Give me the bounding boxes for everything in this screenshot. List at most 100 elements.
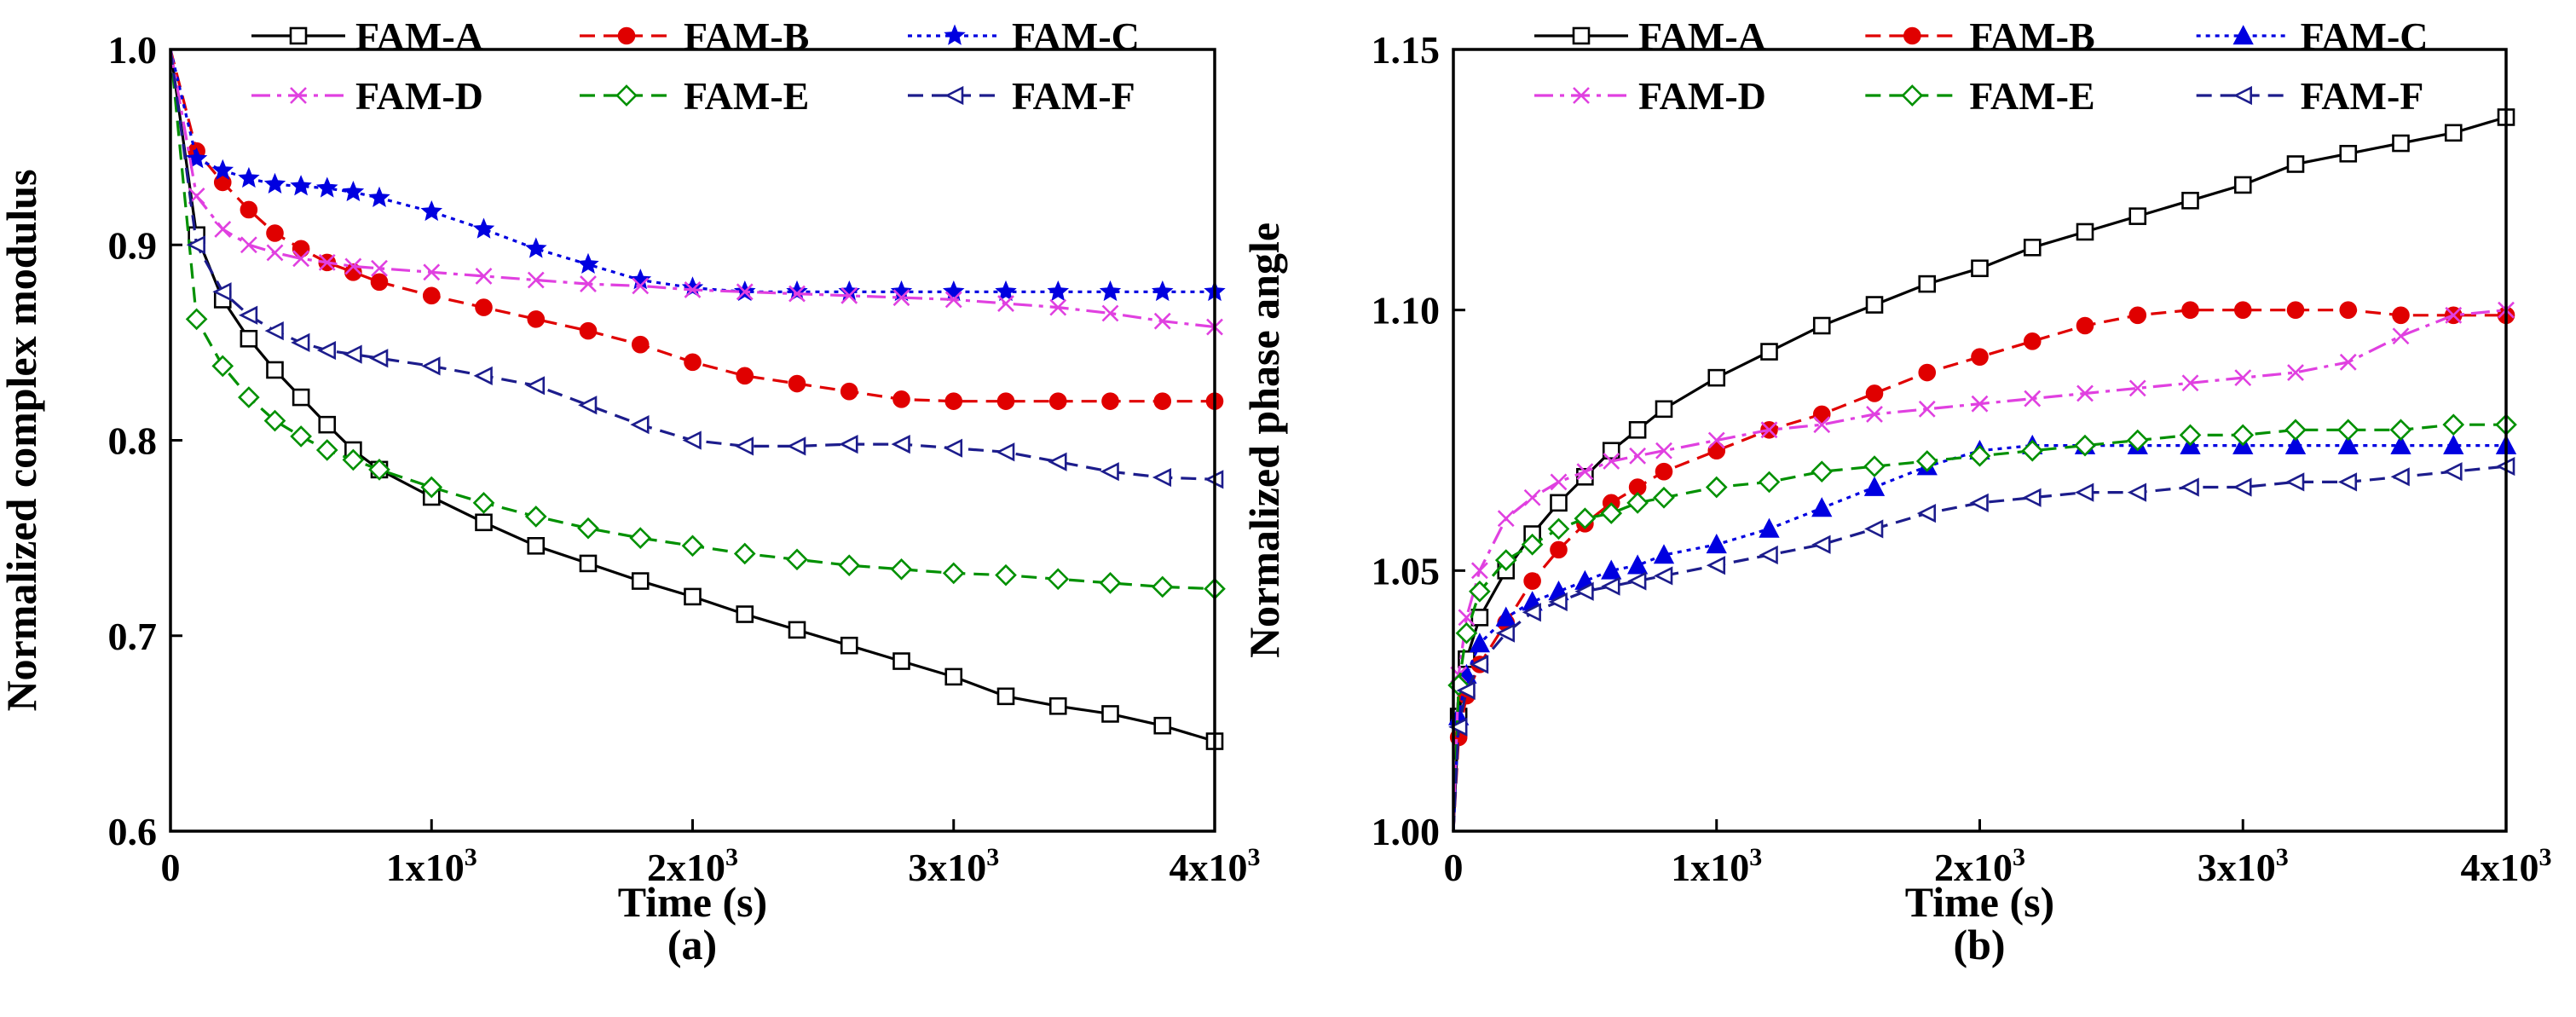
data-point: [580, 275, 597, 293]
data-point: [1574, 581, 1594, 601]
panel-a: 0 1x103 2x103 3x103 4x103 0.6 0.7 0.8 0.9 1.0 Time…: [0, 14, 1261, 968]
data-point: [420, 476, 443, 499]
legend-marker: [290, 87, 307, 104]
data-point: [370, 273, 389, 292]
data-point: [291, 332, 310, 352]
data-point: [2339, 301, 2358, 319]
data-point: [630, 415, 650, 435]
legend: FAM-A FAM-B FAM-C FAM-D FAM-E FAM-F: [251, 14, 1140, 118]
data-point: [629, 269, 652, 290]
data-point: [839, 434, 858, 454]
data-point: [734, 436, 754, 456]
data-point: [631, 572, 650, 590]
data-point: [891, 434, 910, 454]
data-point: [1048, 392, 1067, 410]
data-point: [343, 344, 362, 364]
data-point: [681, 535, 704, 558]
data-point: [1576, 463, 1594, 481]
data-point: [2285, 472, 2305, 492]
data-point: [211, 159, 234, 180]
legend-item-fam-d: FAM-D: [251, 74, 483, 118]
data-point: [472, 217, 495, 239]
data-point: [212, 282, 232, 302]
data-point: [1601, 576, 1620, 596]
data-point: [2127, 482, 2147, 502]
data-point: [315, 176, 338, 198]
x-tick-label: 4x103: [2461, 843, 2552, 889]
data-point: [368, 186, 390, 208]
series-fam-f: [169, 49, 1224, 489]
data-point: [1523, 488, 1541, 506]
data-point: [342, 448, 365, 471]
data-point: [185, 308, 208, 331]
legend-marker: [944, 85, 964, 106]
data-point: [786, 280, 808, 302]
data-point: [2126, 429, 2149, 452]
data-point: [527, 310, 546, 328]
data-point: [2390, 467, 2410, 487]
data-point: [1760, 421, 1778, 439]
data-point: [238, 386, 260, 408]
legend-label: FAM-A: [1638, 14, 1766, 58]
data-point: [1497, 510, 1515, 528]
data-point: [892, 652, 910, 670]
data-point: [2076, 316, 2094, 335]
data-point: [2128, 379, 2146, 397]
data-point: [292, 240, 310, 258]
data-point: [2075, 482, 2094, 502]
data-point: [2233, 176, 2252, 194]
data-point: [2076, 222, 2094, 241]
data-point: [1153, 392, 1172, 410]
data-point: [1629, 447, 1647, 465]
legend-marker: [289, 26, 308, 45]
data-point: [2444, 124, 2463, 142]
data-point: [2443, 434, 2464, 454]
data-point: [290, 425, 312, 448]
legend-item-fam-b: FAM-B: [1865, 14, 2095, 58]
data-point: [2233, 301, 2252, 319]
data-point: [1495, 606, 1516, 627]
data-point: [1655, 400, 1673, 419]
data-point: [2392, 327, 2410, 345]
data-point: [264, 321, 284, 341]
data-point: [2392, 134, 2410, 153]
y-tick-label: 1.10: [1372, 289, 1441, 332]
data-point: [1048, 696, 1067, 715]
legend-label: FAM-D: [1638, 74, 1766, 118]
data-point: [1469, 655, 1489, 674]
legend-item-fam-a: FAM-A: [251, 14, 483, 58]
series-line-fam-e: [169, 49, 1216, 591]
data-point: [2443, 462, 2463, 482]
data-point: [527, 271, 545, 289]
data-point: [1153, 312, 1171, 330]
data-point: [1101, 392, 1119, 410]
data-point: [1523, 572, 1541, 590]
data-point: [214, 220, 232, 238]
x-tick-label: 1x103: [386, 843, 477, 889]
data-point: [475, 513, 493, 532]
data-point: [736, 605, 754, 623]
data-point: [995, 563, 1017, 587]
y-tick-label: 1.00: [1372, 810, 1441, 853]
data-point: [577, 252, 599, 274]
data-point: [2074, 434, 2096, 457]
data-point: [682, 430, 702, 450]
x-tick-label: 3x103: [908, 843, 999, 889]
y-tick-label: 0.8: [108, 419, 158, 463]
data-point: [2181, 301, 2199, 319]
data-point: [2022, 488, 2042, 507]
data-point: [2284, 434, 2307, 454]
data-point: [1706, 556, 1726, 575]
y-tick-label: 1.0: [108, 28, 158, 72]
data-point: [1918, 274, 1937, 293]
data-point: [368, 459, 390, 481]
data-point: [684, 353, 702, 372]
data-point: [579, 321, 598, 340]
data-point: [1100, 462, 1119, 482]
data-point: [1707, 442, 1726, 460]
series-fam-e: [1447, 413, 2517, 832]
legend-label: FAM-A: [355, 14, 483, 58]
data-point: [1865, 384, 1884, 402]
data-point: [1550, 540, 1568, 559]
data-point: [344, 257, 362, 275]
